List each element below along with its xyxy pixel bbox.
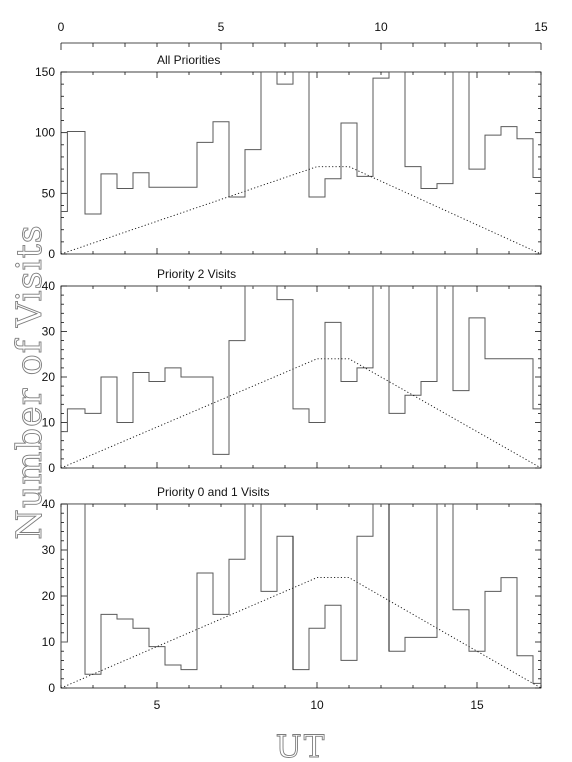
y-tick-label: 0 [48, 247, 55, 261]
x-tick-label: 10 [310, 698, 324, 712]
top-axis-tick-label: 0 [58, 20, 65, 34]
panel-title: All Priorities [157, 53, 220, 67]
panel-all-priorities: All Priorities 0 50 100 150 [35, 53, 542, 261]
reference-dotted-series [61, 166, 541, 254]
y-tick-label: 20 [42, 370, 56, 384]
top-axis-tick-label: 15 [534, 20, 548, 34]
histogram-series [61, 72, 541, 215]
y-tick-label: 0 [48, 681, 55, 695]
top-axis-tick-label: 5 [218, 20, 225, 34]
y-tick-label: 30 [42, 325, 56, 339]
plot-frame [60, 503, 542, 689]
panel-priority-0-and-1-visits: Priority 0 and 1 Visits 0 10 20 30 40 5 10 15 [42, 485, 542, 712]
histogram-series [61, 286, 541, 455]
x-tick-label: 15 [470, 698, 484, 712]
panel-title: Priority 0 and 1 Visits [157, 485, 270, 499]
plot-area [61, 72, 541, 254]
x-axis-label: UT [276, 729, 327, 762]
plot-area [61, 286, 541, 468]
y-tick-label: 30 [42, 543, 56, 557]
y-tick-label: 40 [42, 497, 56, 511]
y-tick-label: 50 [42, 186, 56, 200]
top-axis: 0 5 10 15 [58, 20, 548, 50]
y-tick-label: 150 [35, 65, 55, 79]
y-tick-label: 0 [48, 461, 55, 475]
y-tick-label: 40 [42, 279, 56, 293]
plot-area [61, 504, 541, 688]
y-axis-label: Number of Visits [10, 224, 50, 540]
y-tick-label: 10 [42, 416, 56, 430]
y-tick-label: 20 [42, 589, 56, 603]
top-axis-tick-label: 10 [374, 20, 388, 34]
y-tick-label: 10 [42, 635, 56, 649]
panel-priority-2-visits: Priority 2 Visits 0 10 20 30 40 [42, 267, 542, 475]
panel-title: Priority 2 Visits [157, 267, 236, 281]
x-tick-label: 5 [154, 698, 161, 712]
y-tick-label: 100 [35, 126, 55, 140]
